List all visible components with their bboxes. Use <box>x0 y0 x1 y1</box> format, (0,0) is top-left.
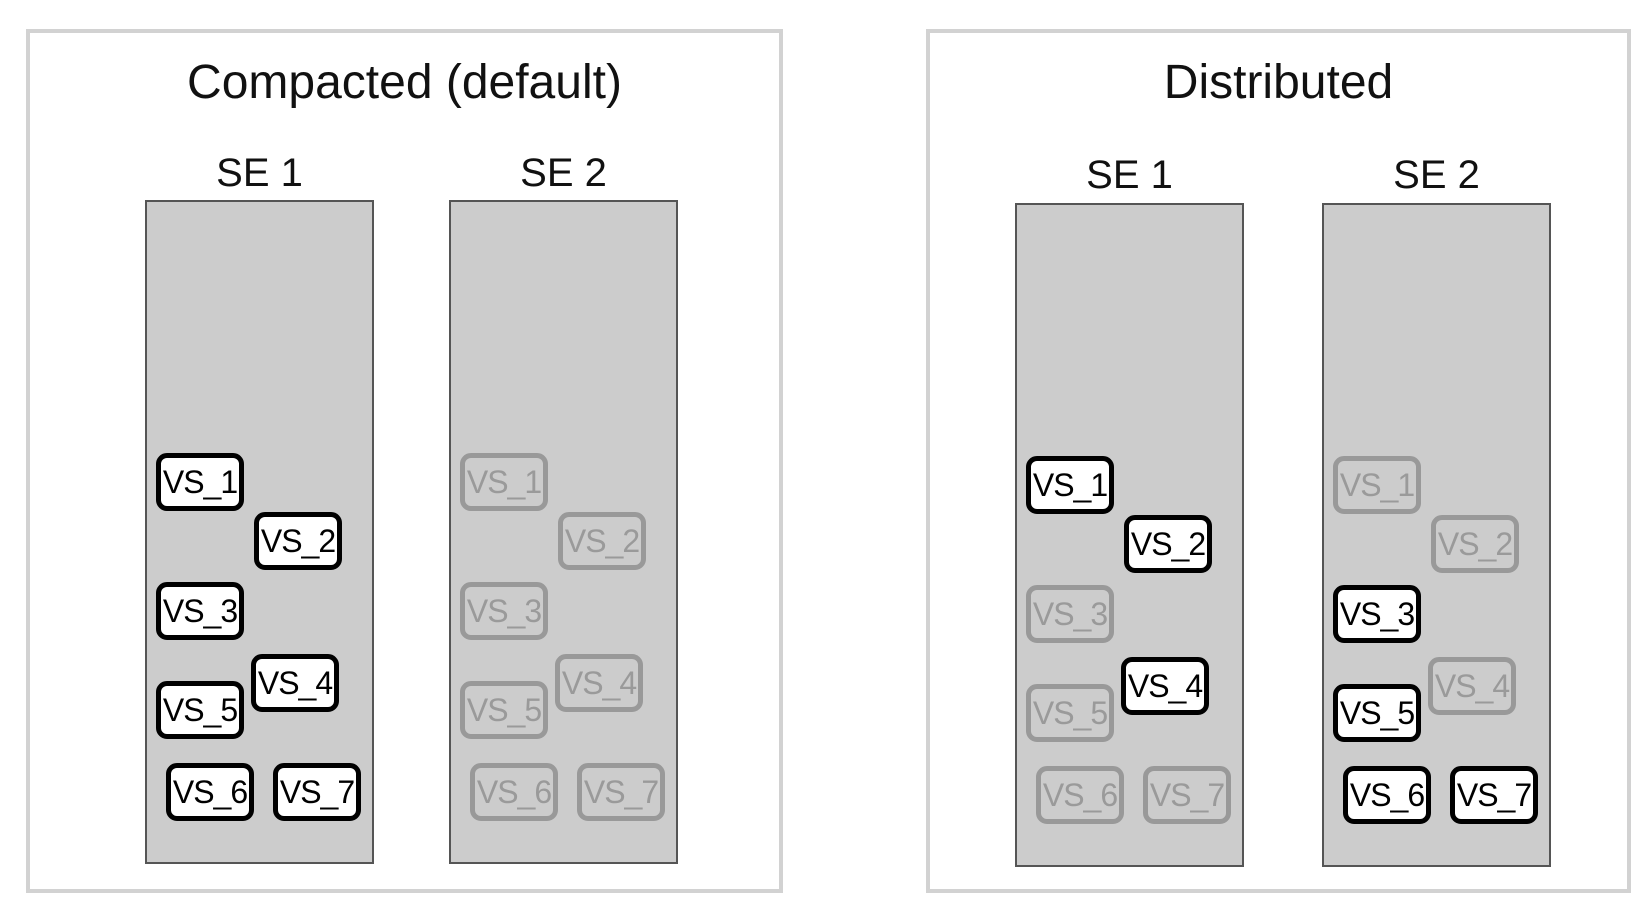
vs-box-vs-2: VS_2 <box>254 512 342 570</box>
vs-box-vs-4: VS_4 <box>1428 657 1516 715</box>
se-label: SE 2 <box>1393 153 1480 197</box>
vs-box-vs-5: VS_5 <box>1333 684 1421 742</box>
vs-box-vs-1: VS_1 <box>1026 456 1114 514</box>
vs-box-vs-5: VS_5 <box>156 681 244 739</box>
vs-box-vs-7: VS_7 <box>577 763 665 821</box>
vs-box-vs-2: VS_2 <box>558 512 646 570</box>
vs-box-vs-6: VS_6 <box>1036 766 1124 824</box>
vs-box-vs-1: VS_1 <box>156 453 244 511</box>
panel-title: Compacted (default) <box>187 56 622 109</box>
se-label: SE 1 <box>1086 153 1173 197</box>
vs-box-vs-5: VS_5 <box>1026 684 1114 742</box>
vs-box-vs-1: VS_1 <box>1333 456 1421 514</box>
vs-box-vs-7: VS_7 <box>1450 766 1538 824</box>
vs-box-vs-6: VS_6 <box>166 763 254 821</box>
vs-box-vs-3: VS_3 <box>1333 585 1421 643</box>
vs-box-vs-3: VS_3 <box>1026 585 1114 643</box>
vs-box-vs-3: VS_3 <box>460 582 548 640</box>
vs-box-vs-2: VS_2 <box>1431 515 1519 573</box>
distributed-panel: Distributed SE 1 VS_1 VS_2 VS_3 VS_4 VS_5 VS_… <box>926 29 1631 893</box>
vs-box-vs-6: VS_6 <box>470 763 558 821</box>
vs-box-vs-4: VS_4 <box>251 654 339 712</box>
vs-box-vs-4: VS_4 <box>555 654 643 712</box>
se-label: SE 2 <box>520 151 607 195</box>
vs-box-vs-6: VS_6 <box>1343 766 1431 824</box>
se1-box: VS_1 VS_2 VS_3 VS_4 VS_5 VS_6 VS_7 <box>145 200 374 864</box>
vs-box-vs-5: VS_5 <box>460 681 548 739</box>
se1-box: VS_1 VS_2 VS_3 VS_4 VS_5 VS_6 VS_7 <box>1015 203 1244 867</box>
panel-title: Distributed <box>1163 56 1394 109</box>
se-label: SE 1 <box>216 151 303 195</box>
vs-box-vs-3: VS_3 <box>156 582 244 640</box>
se2-box: VS_1 VS_2 VS_3 VS_4 VS_5 VS_6 VS_7 <box>1322 203 1551 867</box>
vs-box-vs-4: VS_4 <box>1121 657 1209 715</box>
vs-box-vs-1: VS_1 <box>460 453 548 511</box>
se2-box: VS_1 VS_2 VS_3 VS_4 VS_5 VS_6 VS_7 <box>449 200 678 864</box>
vs-box-vs-7: VS_7 <box>1143 766 1231 824</box>
compacted-panel: Compacted (default) SE 1 VS_1 VS_2 VS_3 VS_… <box>26 29 783 893</box>
vs-box-vs-7: VS_7 <box>273 763 361 821</box>
vs-box-vs-2: VS_2 <box>1124 515 1212 573</box>
